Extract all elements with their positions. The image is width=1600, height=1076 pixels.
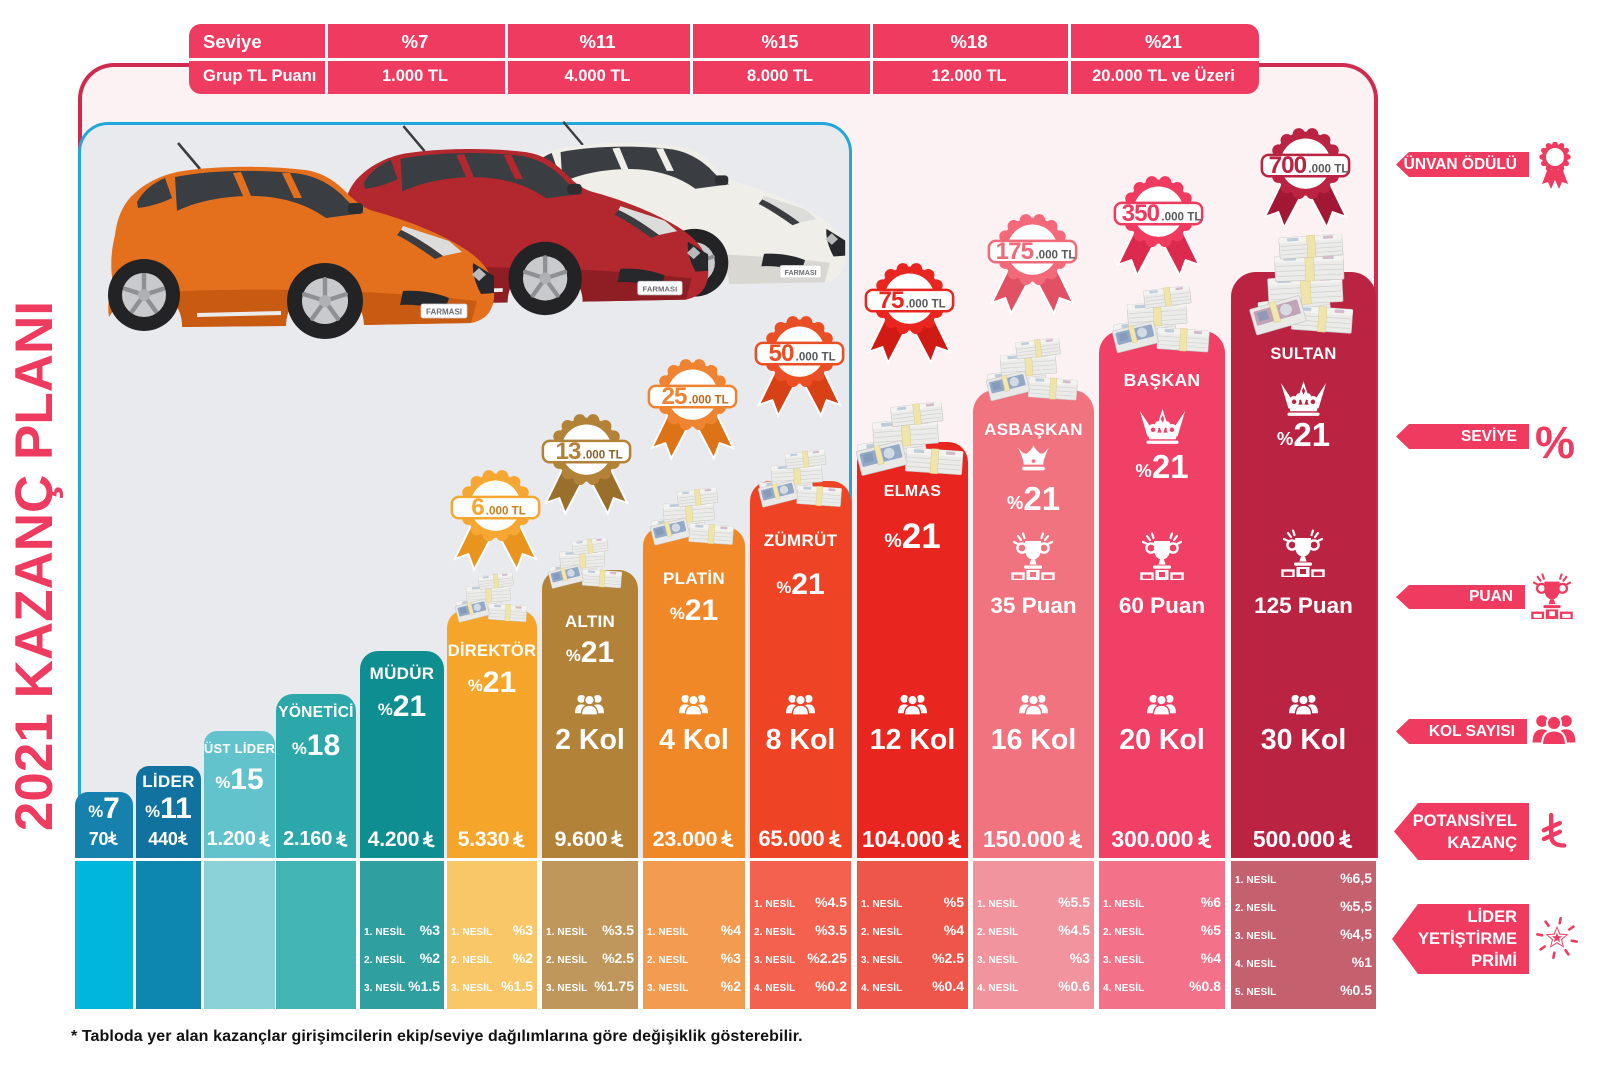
svg-text:.000 TL: .000 TL bbox=[1161, 210, 1201, 223]
svg-text:25: 25 bbox=[661, 383, 687, 410]
svg-text:.000 TL: .000 TL bbox=[1308, 162, 1348, 175]
svg-text:75: 75 bbox=[878, 287, 904, 314]
svg-text:.000 TL: .000 TL bbox=[583, 448, 623, 461]
svg-text:350: 350 bbox=[1122, 200, 1160, 227]
svg-text:13: 13 bbox=[555, 438, 581, 465]
svg-text:6: 6 bbox=[471, 494, 484, 521]
svg-text:.000 TL: .000 TL bbox=[486, 504, 526, 517]
svg-text:.000 TL: .000 TL bbox=[689, 393, 729, 406]
svg-text:FARMASI: FARMASI bbox=[643, 284, 678, 293]
svg-text:FARMASI: FARMASI bbox=[785, 269, 817, 277]
svg-text:.000 TL: .000 TL bbox=[906, 297, 946, 310]
svg-text:50: 50 bbox=[768, 340, 794, 367]
svg-text:.000 TL: .000 TL bbox=[796, 350, 836, 363]
svg-text:700: 700 bbox=[1269, 152, 1307, 179]
svg-text:.000 TL: .000 TL bbox=[1035, 248, 1075, 261]
svg-text:175: 175 bbox=[996, 238, 1034, 265]
svg-text:FARMASI: FARMASI bbox=[426, 308, 462, 317]
